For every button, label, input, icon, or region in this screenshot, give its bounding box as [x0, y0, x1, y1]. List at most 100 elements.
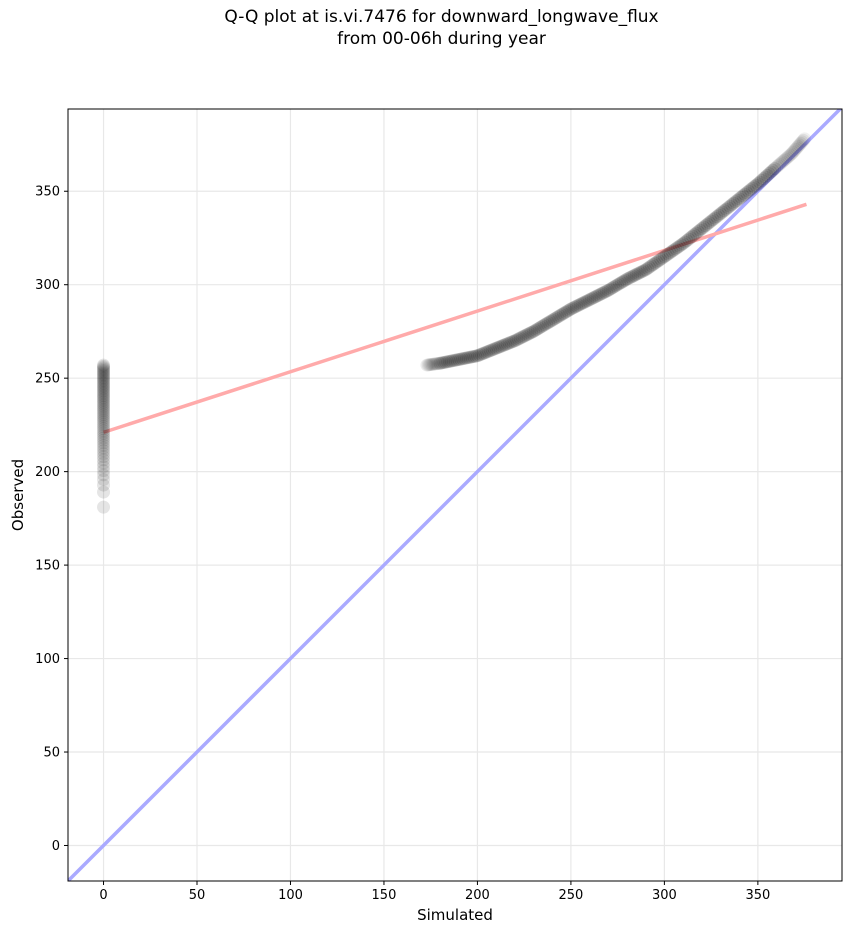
quantile-point [527, 324, 541, 338]
quantile-point [794, 136, 808, 150]
quantile-point [669, 242, 683, 256]
quantile-point [97, 447, 111, 461]
quantile-point [97, 428, 111, 442]
quantile-point [706, 213, 720, 227]
quantile-point [446, 354, 460, 368]
quantile-point [538, 318, 552, 332]
quantile-point [603, 282, 617, 296]
quantile-point [788, 142, 802, 156]
quantile-point [700, 217, 714, 231]
quantile-point [736, 189, 750, 203]
quantile-point [512, 332, 526, 346]
quantile-point [670, 241, 684, 255]
quantile-point [495, 339, 509, 353]
quantile-point [674, 238, 688, 252]
quantile-point [439, 355, 453, 369]
quantile-point [667, 243, 681, 257]
quantile-point [487, 342, 501, 356]
quantile-point [728, 195, 742, 209]
quantile-point [502, 336, 516, 350]
quantile-point [493, 340, 507, 354]
quantile-point [461, 351, 475, 365]
quantile-point [556, 306, 570, 320]
quantile-point [472, 348, 486, 362]
quantile-point [749, 178, 763, 192]
quantile-point [421, 358, 435, 372]
quantile-point [627, 268, 641, 282]
quantile-point [710, 210, 724, 224]
quantile-point [650, 255, 664, 269]
y-tick-label: 200 [35, 465, 60, 480]
quantile-point [776, 155, 790, 169]
y-tick-label: 100 [35, 652, 60, 667]
quantile-point [639, 263, 653, 277]
x-axis-label: Simulated [417, 906, 493, 924]
quantile-point [680, 234, 694, 248]
quantile-point [642, 260, 656, 274]
quantile-point [579, 295, 593, 309]
quantile-point [506, 335, 520, 349]
quantile-point [624, 270, 638, 284]
quantile-point [637, 264, 651, 278]
quantile-point [97, 363, 111, 377]
quantile-point [450, 353, 464, 367]
quantile-point [536, 319, 550, 333]
quantile-point [779, 152, 793, 166]
quantile-point [97, 370, 111, 384]
quantile-point [661, 247, 675, 261]
quantile-point [712, 208, 726, 222]
quantile-point [796, 133, 810, 147]
quantile-point [780, 151, 794, 165]
quantile-point [654, 252, 668, 266]
quantile-point [504, 335, 518, 349]
quantile-point [584, 292, 598, 306]
quantile-point [760, 168, 774, 182]
quantile-point [616, 274, 630, 288]
quantile-point [635, 265, 649, 279]
quantile-point [732, 192, 746, 206]
quantile-point [605, 281, 619, 295]
quantile-point [682, 232, 696, 246]
x-tick-label: 0 [99, 888, 107, 903]
quantile-point [97, 402, 111, 416]
quantile-point [97, 369, 111, 383]
quantile-point [97, 408, 111, 422]
quantile-point [97, 422, 111, 436]
quantile-point [448, 353, 462, 367]
chart-title: Q-Q plot at is.vi.7476 for downward_long… [0, 6, 851, 50]
quantile-point [97, 424, 111, 438]
quantile-point [753, 175, 767, 189]
quantile-point [734, 190, 748, 204]
quantile-point [571, 298, 585, 312]
quantile-point [713, 207, 727, 221]
quantile-point [599, 284, 613, 298]
quantile-point [704, 214, 718, 228]
quantile-point [646, 258, 660, 272]
quantile-point [740, 186, 754, 200]
quantile-point [577, 295, 591, 309]
quantile-point [592, 288, 606, 302]
quantile-point [684, 231, 698, 245]
x-tick-label: 250 [558, 888, 583, 903]
quantile-point [695, 222, 709, 236]
quantile-point [441, 355, 455, 369]
x-tick-label: 300 [652, 888, 677, 903]
quantile-point [480, 345, 494, 359]
quantile-point [594, 287, 608, 301]
chart-title-line-2: from 00-06h during year [337, 29, 546, 49]
quantile-point [510, 333, 524, 347]
quantile-point [725, 198, 739, 212]
quantile-point [590, 289, 604, 303]
quantile-point [629, 267, 643, 281]
quantile-point [715, 205, 729, 219]
quantile-point [429, 357, 443, 371]
y-tick-label: 50 [43, 746, 60, 761]
quantile-point [97, 426, 111, 440]
y-tick-label: 150 [35, 559, 60, 574]
quantile-point [97, 478, 111, 492]
quantile-point [659, 248, 673, 262]
quantile-point [564, 302, 578, 316]
quantile-point [97, 500, 111, 514]
quantile-point [517, 329, 531, 343]
quantile-point [97, 441, 111, 455]
